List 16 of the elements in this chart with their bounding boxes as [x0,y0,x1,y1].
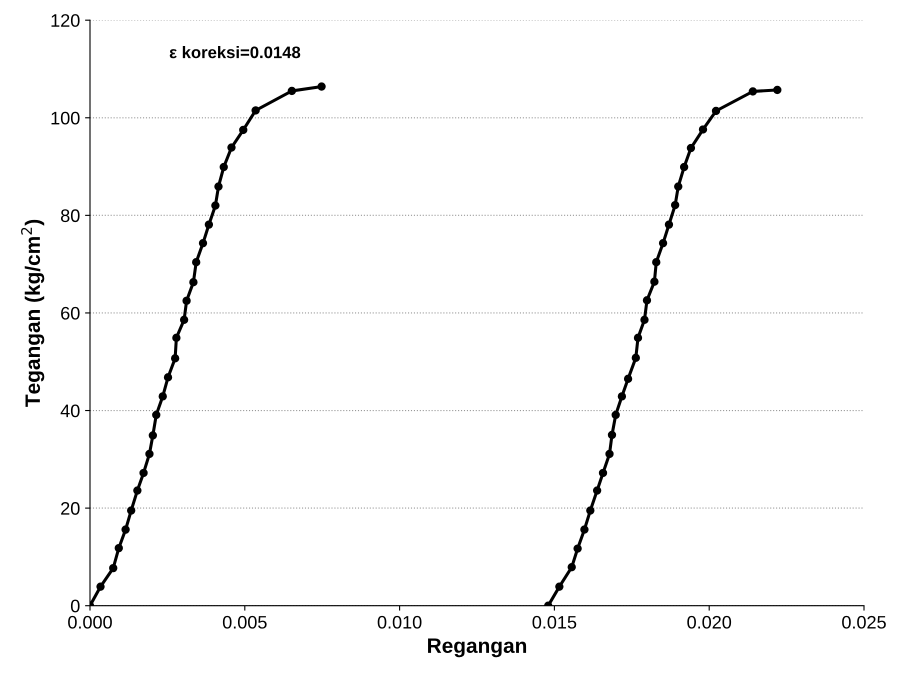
x-tick-label: 0.025 [842,616,886,629]
y-tick-label: 120 [52,14,80,27]
y-tick-label: 100 [52,112,80,124]
x-axis-title: Regangan [428,638,526,658]
y-tick-label: 0 [70,600,80,612]
x-tick-label: 0.010 [378,616,422,629]
x-tick-label: 0.015 [532,616,576,629]
y-tick-label: 40 [60,404,80,418]
y-tick-label: 20 [61,502,80,515]
x-tick-label: 0.000 [68,616,112,629]
y-axis-title: Tegangan (kg/cm$^{2}$) [21,220,44,407]
x-tick-label: 0.005 [222,616,267,629]
y-tick-label: 60 [61,306,80,320]
y-tick-label: 80 [60,209,80,222]
annotation: ε koreksi=0.0148 [170,46,300,58]
x-tick-label: 0.020 [687,616,732,629]
